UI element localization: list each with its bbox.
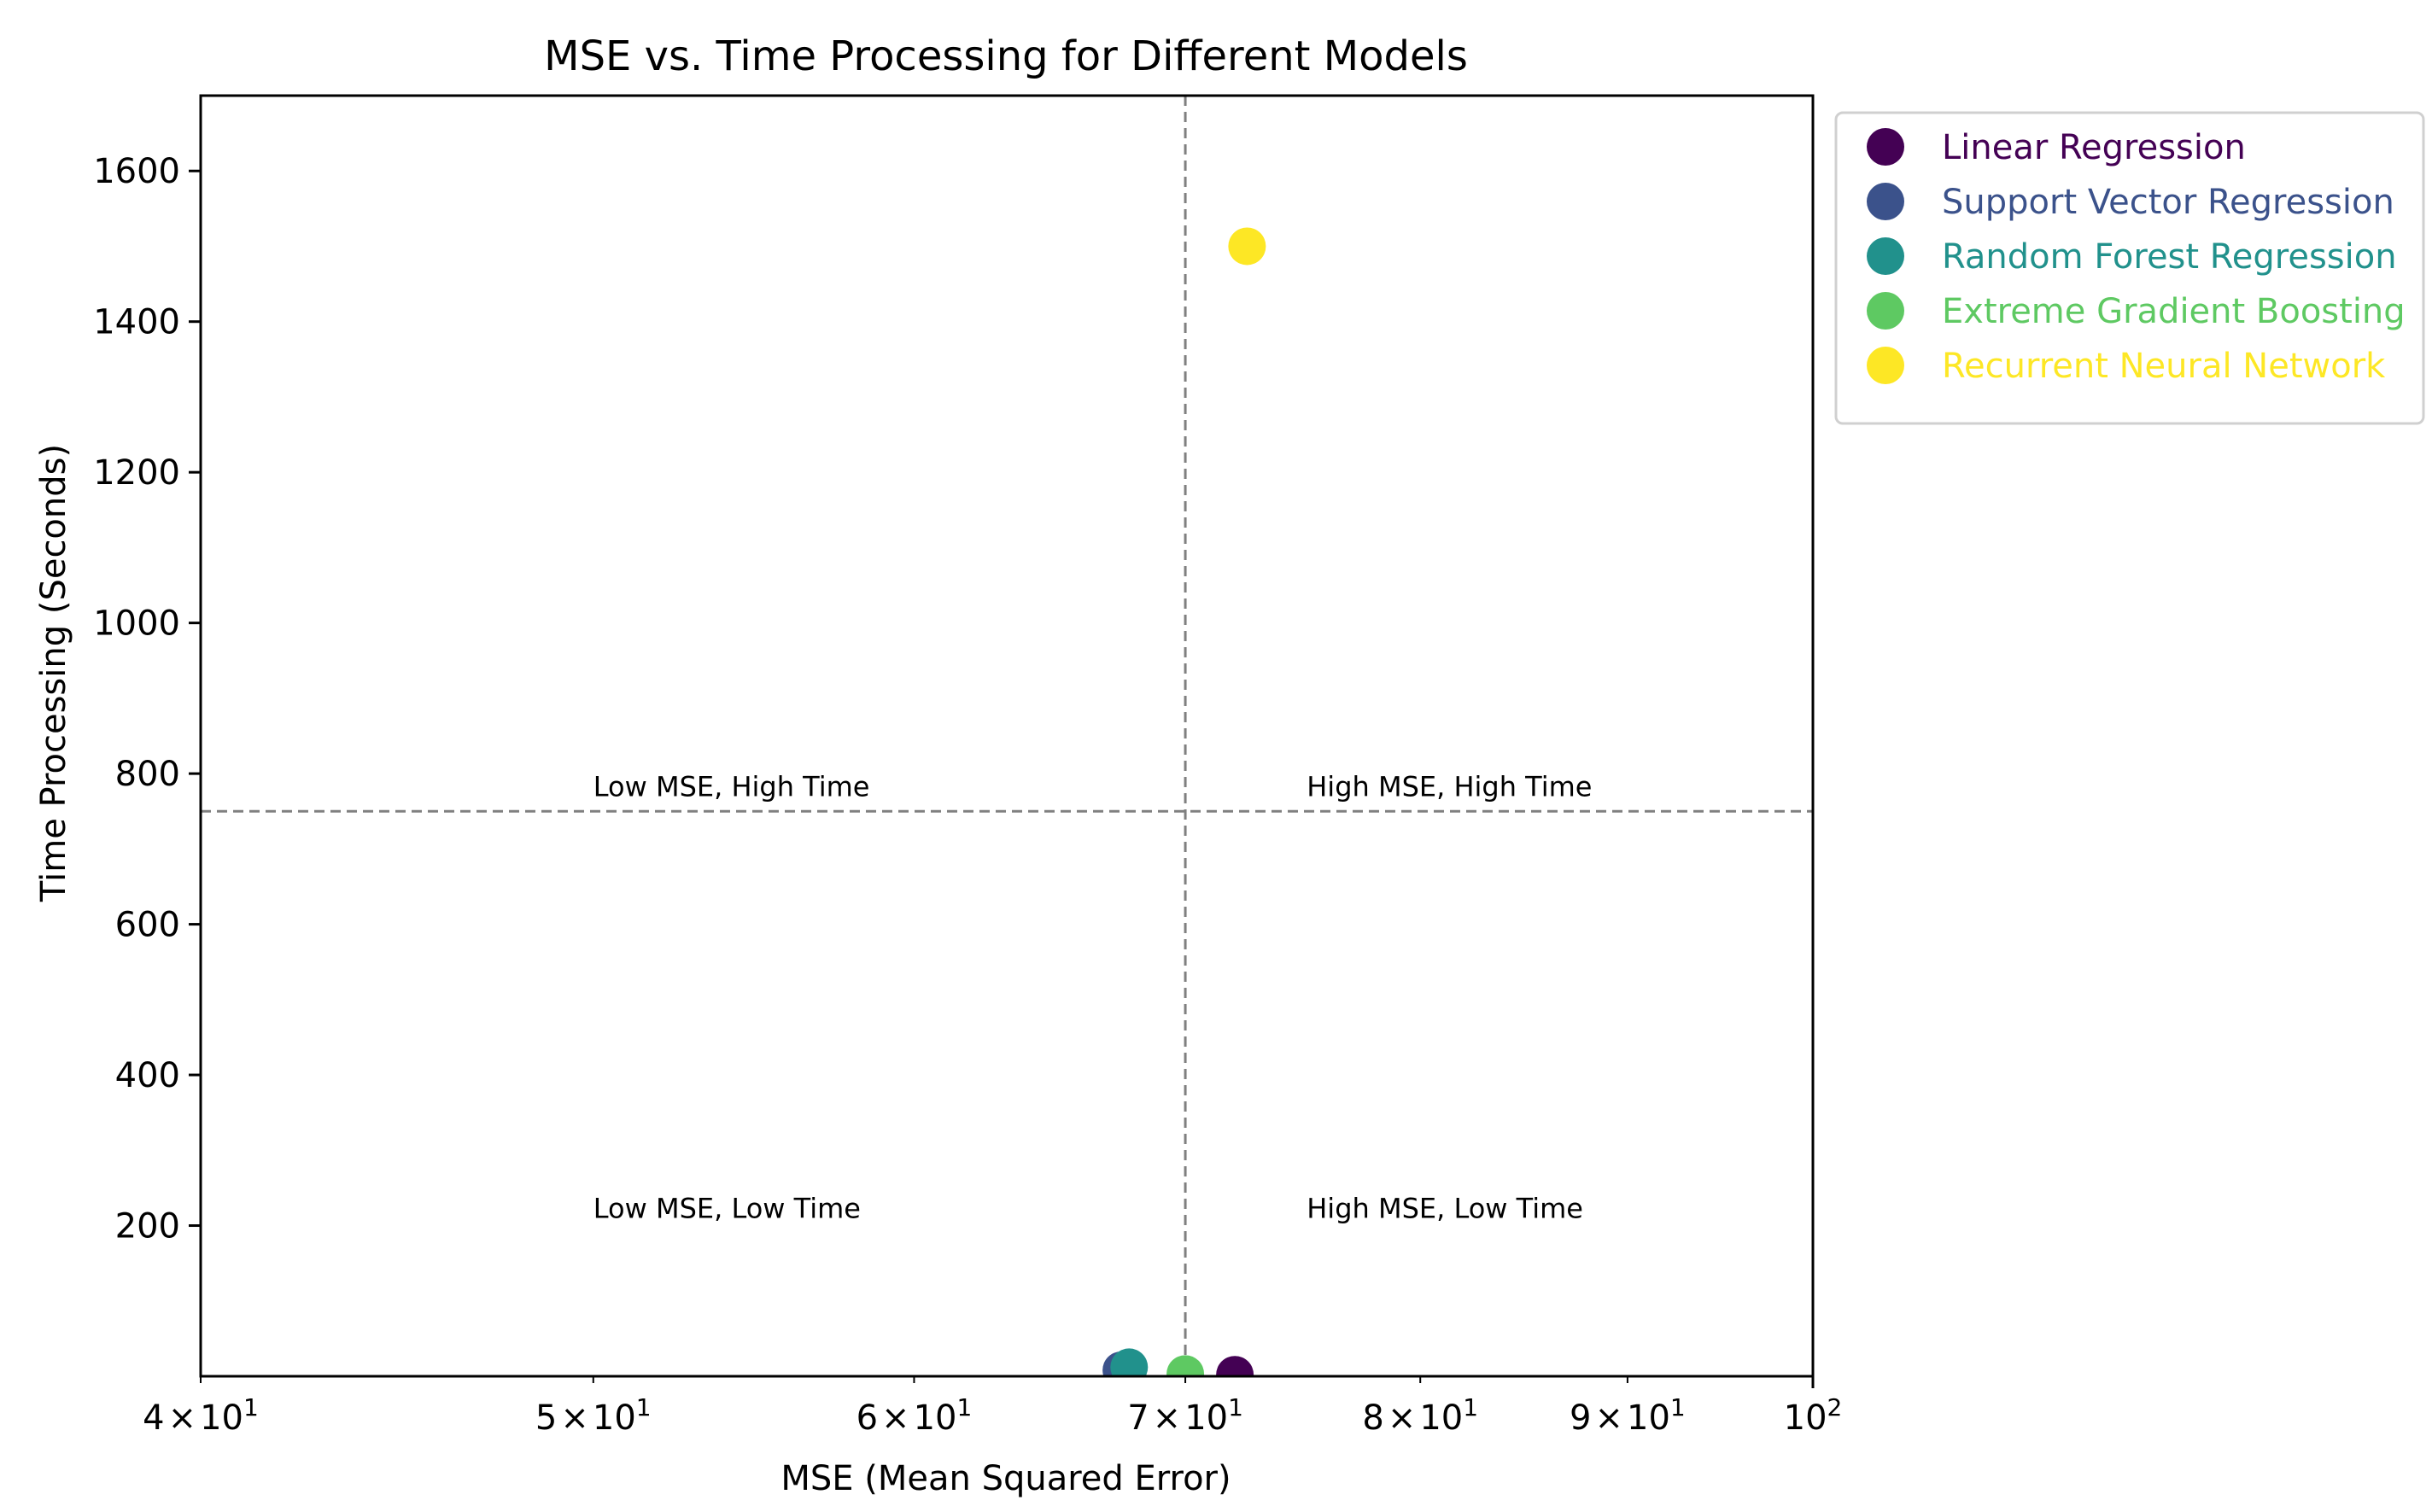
y-tick-label: 400 (115, 1056, 180, 1095)
tick-power: 10 (1784, 1398, 1827, 1438)
x-tick-label: 8 × 101 (1362, 1393, 1478, 1438)
legend-label: Linear Regression (1942, 128, 2246, 167)
tick-base: 7 (1127, 1398, 1149, 1438)
y-tick-label: 1000 (93, 604, 180, 644)
tick-power: 10 (200, 1398, 243, 1438)
legend-label: Random Forest Regression (1942, 237, 2397, 277)
tick-exponent: 1 (1228, 1393, 1243, 1422)
quadrant-label: High MSE, High Time (1307, 771, 1592, 803)
legend-label: Support Vector Regression (1942, 183, 2394, 222)
legend-marker (1867, 347, 1904, 384)
x-tick-label: 7 × 101 (1127, 1393, 1243, 1438)
data-point (1110, 1348, 1149, 1376)
data-points (1102, 227, 1266, 1376)
tick-power: 10 (1419, 1398, 1463, 1438)
tick-times: × (168, 1398, 197, 1438)
legend-marker (1867, 183, 1904, 220)
x-tick-label: 5 × 101 (535, 1393, 652, 1438)
legend-marker (1867, 128, 1904, 166)
tick-exponent: 1 (243, 1393, 259, 1422)
tick-exponent: 1 (956, 1393, 972, 1422)
y-tick-label: 800 (115, 755, 180, 794)
data-point (1166, 1355, 1205, 1376)
legend-marker (1867, 237, 1904, 275)
tick-times: × (1388, 1398, 1417, 1438)
y-axis-ticks: 200 400 600 800 1000 1200 1400 1600 (93, 152, 201, 1246)
y-tick-label: 1200 (93, 453, 180, 493)
quadrant-labels: Low MSE, High Time High MSE, High Time Low… (593, 771, 1593, 1225)
legend-box (1834, 111, 2425, 425)
plot-area-frame (199, 94, 1815, 1378)
chart-title: MSE vs. Time Processing for Different Mo… (544, 32, 1468, 80)
tick-exponent: 2 (1827, 1393, 1843, 1422)
legend-label: Extreme Gradient Boosting (1942, 292, 2406, 331)
y-axis-label: Time Processing (Seconds) (34, 444, 73, 902)
tick-exponent: 1 (636, 1393, 652, 1422)
tick-base: 4 (143, 1398, 164, 1438)
x-tick-label: 4 × 101 (143, 1393, 259, 1438)
data-point (1216, 1356, 1254, 1376)
tick-base: 8 (1362, 1398, 1383, 1438)
tick-power: 10 (1184, 1398, 1228, 1438)
x-tick-label: 9 × 101 (1570, 1393, 1686, 1438)
tick-power: 10 (914, 1398, 957, 1438)
x-tick-label: 102 (1784, 1393, 1843, 1438)
y-tick-label: 1600 (93, 152, 180, 191)
y-tick-label: 1400 (93, 303, 180, 342)
quadrant-label: Low MSE, High Time (593, 771, 870, 803)
x-axis-ticks: 4 × 101 5 × 101 6 × 101 7 × 101 8 × 101 9 × 101 102 (143, 1376, 1842, 1438)
tick-power: 10 (593, 1398, 636, 1438)
legend-marker (1867, 292, 1904, 330)
threshold-lines (201, 96, 1813, 1376)
x-axis-label: MSE (Mean Squared Error) (780, 1459, 1231, 1498)
x-tick-label: 6 × 101 (856, 1393, 973, 1438)
tick-times: × (560, 1398, 589, 1438)
tick-times: × (1595, 1398, 1624, 1438)
tick-base: 9 (1570, 1398, 1591, 1438)
tick-exponent: 1 (1463, 1393, 1478, 1422)
tick-exponent: 1 (1670, 1393, 1686, 1422)
quadrant-label: High MSE, Low Time (1307, 1193, 1583, 1225)
legend: Linear Regression Support Vector Regressi… (1834, 111, 2425, 425)
legend-label: Recurrent Neural Network (1942, 347, 2386, 386)
tick-times: × (881, 1398, 910, 1438)
tick-base: 5 (535, 1398, 557, 1438)
data-point (1228, 227, 1266, 266)
y-tick-label: 600 (115, 906, 180, 945)
quadrant-label: Low MSE, Low Time (593, 1193, 861, 1225)
y-tick-label: 200 (115, 1207, 180, 1246)
tick-power: 10 (1627, 1398, 1670, 1438)
tick-times: × (1153, 1398, 1182, 1438)
tick-base: 6 (856, 1398, 878, 1438)
